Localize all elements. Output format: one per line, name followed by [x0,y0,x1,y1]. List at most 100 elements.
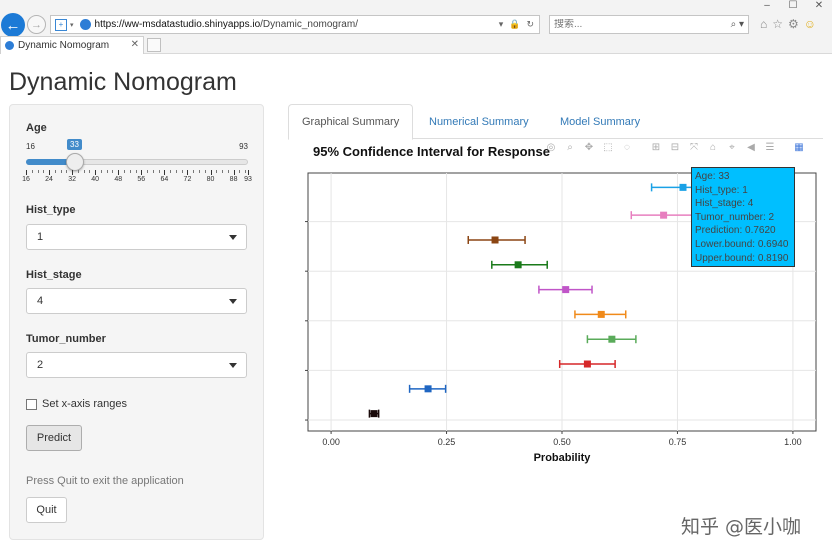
address-dropdown-icon[interactable]: ▾ [498,19,504,29]
app-title: Dynamic Nomogram [9,68,237,96]
lasso-icon[interactable]: ◌ [624,142,630,153]
slider-tick-label: 64 [160,176,169,183]
close-window-button[interactable]: ✕ [814,0,824,11]
slider-tick-label: 24 [45,176,53,183]
age-slider-fill [26,159,75,165]
slider-minor-tick [83,170,85,173]
x-tick-label: 0.75 [669,437,687,447]
back-button[interactable]: ← [1,13,25,37]
compat-view-icon[interactable]: + [55,18,67,31]
camera-icon[interactable]: ◎ [546,142,556,153]
hist-stage-value: 4 [37,295,44,307]
close-tab-icon[interactable]: ✕ [130,39,139,50]
hist-stage-select[interactable]: 4 [26,288,247,314]
slider-minor-tick [89,170,91,173]
plot-area: 95% Confidence Interval for Response ◎ ⌕ ✥… [288,140,823,470]
ci-point-marker [679,183,687,191]
maximize-button[interactable]: ☐ [788,0,798,11]
url-host: https://ww-msdatastudio.shinyapps.io [94,19,261,30]
hist-type-select[interactable]: 1 [26,224,247,250]
slider-major-tick [26,170,27,175]
slider-major-tick [49,170,51,175]
slider-minor-tick [216,170,218,173]
slider-minor-tick [135,170,137,173]
x-tick-label: 0.00 [322,437,340,447]
spike-icon[interactable]: ⌖ [729,142,735,153]
window-controls: – ☐ ✕ [754,0,832,14]
age-slider-value: 33 [67,139,82,150]
age-slider-handle[interactable] [66,153,84,171]
tumor-number-label: Tumor_number [26,333,106,345]
plotly-logo-icon[interactable]: ▦ [794,142,804,153]
ci-point-marker [424,385,432,393]
forward-button[interactable]: → [27,15,46,34]
slider-minor-tick [239,170,241,173]
zoom-out-icon[interactable]: ⊟ [670,142,680,153]
ci-point-marker [597,310,605,318]
hover-compare-icon[interactable]: ☰ [765,142,775,153]
browser-search-box[interactable]: ⌕ ▾ [549,15,749,34]
slider-minor-tick [106,170,108,173]
quit-button[interactable]: Quit [26,497,67,523]
home-icon[interactable]: ⌂ [760,17,768,31]
browser-search-input[interactable] [554,19,714,30]
home-icon[interactable]: ⌂ [709,142,717,153]
autoscale-icon[interactable]: ⤧ [690,142,698,153]
browser-tab-title: Dynamic Nomogram [18,40,110,51]
slider-minor-tick [227,170,229,173]
address-tools: ▾ 🔒 ↻ [499,19,539,30]
slider-major-tick [210,170,212,175]
slider-minor-tick [245,170,247,173]
tumor-number-select[interactable]: 2 [26,352,247,378]
new-tab-button[interactable] [147,38,161,52]
xaxis-range-checkbox[interactable]: Set x-axis ranges [26,398,127,410]
minimize-button[interactable]: – [764,0,770,11]
ci-chart-svg[interactable]: 0.00 0.25 0.50 0.75 1.00 Probability [288,140,823,470]
tab-model-summary[interactable]: Model Summary [560,115,641,128]
url-text[interactable]: https://ww-msdatastudio.shinyapps.io/Dyn… [95,19,499,30]
slider-minor-tick [204,170,206,173]
settings-gear-icon[interactable]: ⚙ [788,17,799,31]
hover-tooltip: Age: 33 Hist_type: 1 Hist_stage: 4 Tumor_nu… [691,167,795,267]
refresh-icon[interactable]: ↻ [526,19,534,29]
ci-point-marker [608,335,616,343]
slider-minor-tick [77,170,79,173]
x-tick-label: 0.50 [553,437,571,447]
pan-icon[interactable]: ✥ [584,142,594,153]
slider-major-tick [233,170,235,175]
url-path: /Dynamic_nomogram/ [260,19,358,30]
favorites-star-icon[interactable]: ☆ [772,17,784,31]
summary-tabs: Graphical Summary Numerical Summary Mode… [288,104,823,140]
slider-minor-tick [54,170,56,173]
hover-closest-icon[interactable]: ◀ [747,142,755,153]
search-icon[interactable]: ⌕ ▾ [730,19,744,30]
feedback-smiley-icon[interactable]: ☺ [803,17,817,31]
back-arrow-icon: ← [5,16,21,34]
xaxis-range-label: Set x-axis ranges [42,398,127,410]
plotly-modebar: ◎ ⌕ ✥ ⬚ ◌ ⊞ ⊟ ⤧ ⌂ ⌖ ◀ ☰ ▦ [544,142,806,153]
tab-graphical-summary[interactable]: Graphical Summary [288,104,414,140]
slider-minor-tick [193,170,195,173]
browser-tab[interactable]: Dynamic Nomogram ✕ [0,36,144,54]
zoom-icon[interactable]: ⌕ [567,142,573,153]
tab-numerical-summary[interactable]: Numerical Summary [429,115,529,128]
slider-minor-tick [175,170,177,173]
lock-icon[interactable]: 🔒 [509,19,521,29]
predict-button[interactable]: Predict [26,425,82,451]
ci-point-marker [491,236,499,244]
zoom-in-icon[interactable]: ⊞ [651,142,661,153]
address-bar[interactable]: + ▾ https://ww-msdatastudio.shinyapps.io… [50,15,540,34]
box-select-icon[interactable]: ⬚ [603,142,613,153]
tab-favicon-icon [5,41,14,50]
slider-tick-label: 40 [91,176,100,183]
sidebar-panel: Age 16 93 33 16 24 32 40 48 56 64 72 80 88 93 Hist… [9,104,264,540]
dropdown-caret-icon[interactable]: ▾ [70,21,74,29]
slider-tick-label: 88 [229,176,238,183]
slider-major-tick [72,170,74,175]
slider-major-tick [248,170,249,175]
slider-minor-tick [198,170,200,173]
age-slider-min: 16 [26,142,35,151]
slider-minor-tick [112,170,114,173]
slider-minor-tick [43,170,45,173]
checkbox-box[interactable] [26,398,37,410]
